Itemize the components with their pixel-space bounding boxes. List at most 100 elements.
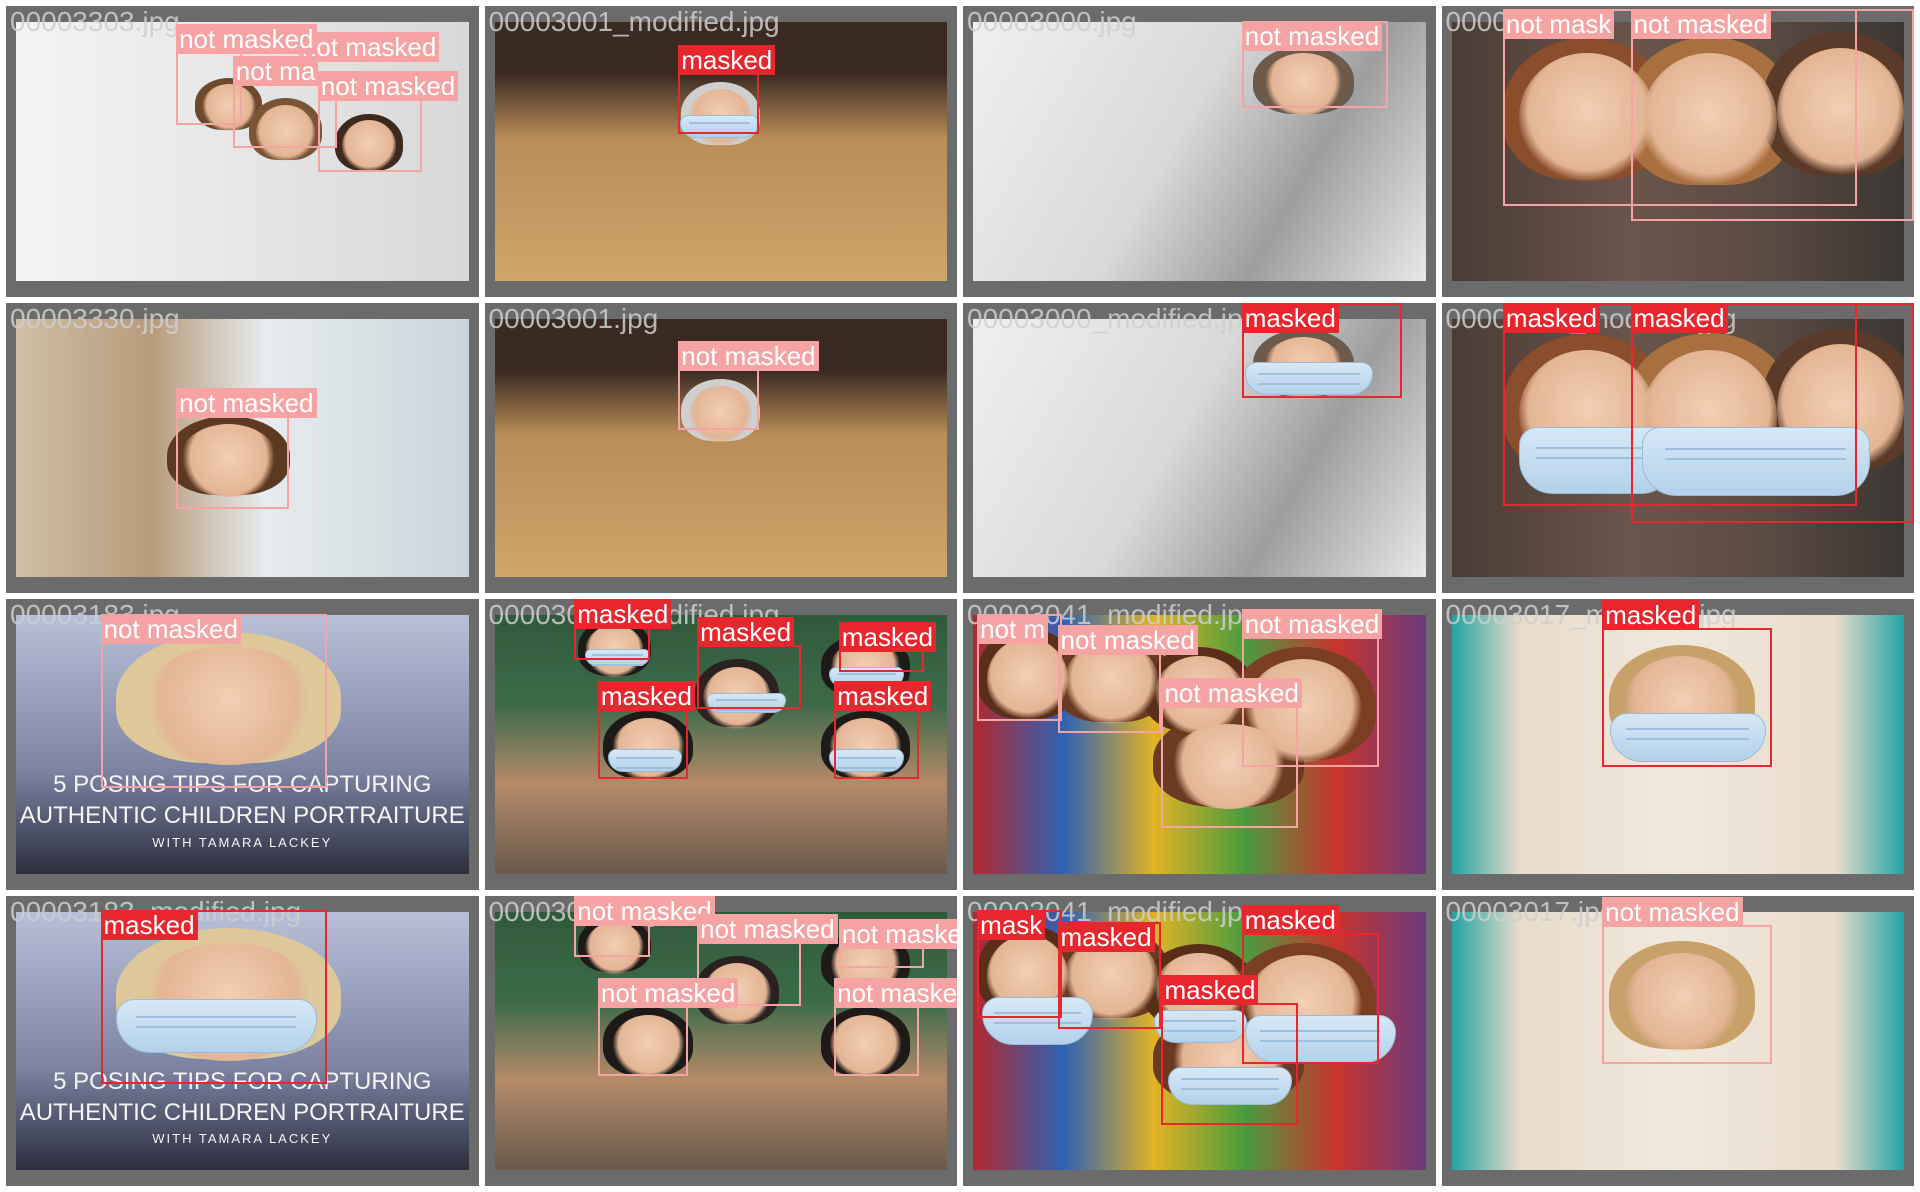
detection-label: masked [1161, 974, 1259, 1005]
subject-face [1623, 952, 1742, 1052]
subject-face [829, 1014, 902, 1077]
detection-box[interactable] [1161, 706, 1299, 829]
prediction-tile[interactable]: 00003041_modified.jpg mask masked masked mas… [963, 895, 1436, 1187]
face-mask [982, 996, 1093, 1046]
detection-box[interactable] [1602, 628, 1773, 768]
detection-box[interactable] [834, 709, 920, 780]
prediction-tile[interactable]: 00003000.jpg not masked [963, 6, 1436, 297]
detection-label: not masked [176, 387, 317, 418]
detections-layer: masked [963, 302, 1436, 594]
detection-label: masked [1630, 302, 1728, 333]
detection-box[interactable] [678, 72, 759, 134]
face-mask [829, 749, 904, 773]
prediction-tile[interactable]: 00003017_modified.jpg masked [1441, 599, 1915, 890]
detection-label: not masked [678, 341, 819, 372]
detection-label: not masked [1602, 896, 1743, 927]
detection-box[interactable] [1630, 8, 1914, 221]
detection-box[interactable] [697, 645, 802, 710]
subject-face [585, 921, 644, 974]
subject-face [612, 1014, 685, 1077]
prediction-tile[interactable]: 00003000_modified.jpg masked [963, 302, 1436, 594]
prediction-tile[interactable]: 00003330.jpg not masked [6, 302, 479, 594]
detection-label: masked [574, 599, 672, 629]
tile-filename: 00003017.jpg [1445, 895, 1616, 927]
detections-layer: not masked [6, 599, 479, 890]
detection-label: not masked [317, 70, 459, 101]
detection-label: not masked [1241, 608, 1383, 639]
tile-photo [1451, 318, 1904, 577]
detection-label: masked [834, 681, 932, 712]
detection-label: not masked [574, 895, 715, 926]
detections-layer: masked masked [1442, 302, 1914, 594]
photo-caption-text: 5 POSING TIPS FOR CAPTURING [53, 771, 432, 799]
subject-face [1262, 53, 1345, 116]
detection-box[interactable] [834, 1005, 920, 1076]
detection-label: not masked [1241, 20, 1383, 51]
detection-label: not ma [232, 56, 319, 87]
detection-label: not masked [1057, 625, 1198, 656]
tile-photo: 5 POSING TIPS FOR CAPTURING AUTHENTIC CHI… [16, 911, 469, 1170]
detection-label: not masked [1630, 8, 1771, 39]
detection-label: mask [977, 910, 1046, 941]
detections-layer: not mask not masked [1442, 6, 1914, 297]
detection-label: not masked [597, 977, 739, 1008]
prediction-tile[interactable]: 00003001.jpg not masked [484, 302, 957, 593]
detections-layer: masked [1442, 599, 1915, 890]
detection-label: not masked [834, 977, 957, 1008]
detection-box[interactable] [597, 1005, 688, 1076]
prediction-tile[interactable]: 00003303.jpg not masked not masked not ma no… [6, 6, 479, 297]
face-mask [1167, 1066, 1292, 1105]
detection-box[interactable] [678, 369, 759, 431]
detection-box[interactable] [100, 910, 328, 1085]
photo-caption-text: AUTHENTIC CHILDREN PORTRAITURE [19, 802, 465, 830]
detections-layer: not masked not masked not ma not masked [6, 6, 479, 297]
face-mask [115, 999, 317, 1054]
detection-box[interactable] [1602, 924, 1773, 1064]
tile-photo [1451, 615, 1904, 874]
tile-filename: 00003303.jpg [10, 6, 180, 37]
tile-photo [494, 911, 947, 1170]
tile-photo [973, 911, 1426, 1170]
detection-label: not masked [298, 32, 440, 63]
prediction-tile[interactable]: 00003028_modified.jpgmaskedmaskedmaskedm… [484, 599, 958, 890]
tile-filename: 00003330.jpg [10, 302, 180, 334]
subject-face [986, 638, 1068, 721]
detection-box[interactable] [1161, 1002, 1299, 1125]
detection-box[interactable] [1630, 302, 1914, 524]
detection-label: masked [838, 622, 936, 653]
detection-box[interactable] [597, 709, 688, 780]
detection-label: masked [1241, 302, 1339, 333]
detections-layer: mask masked masked masked [963, 896, 1436, 1187]
detections-layer: not m not masked not masked not masked [963, 599, 1436, 890]
tile-filename: 00003001.jpg [488, 302, 659, 334]
detection-label: masked [1602, 600, 1700, 631]
detection-box[interactable] [176, 415, 290, 509]
prediction-tile[interactable]: 5 POSING TIPS FOR CAPTURING AUTHENTIC CHI… [6, 895, 479, 1186]
detection-label: not m [977, 613, 1049, 644]
tile-photo [973, 22, 1426, 281]
subject-face [178, 424, 279, 497]
detections-layer: masked masked masked masked masked [485, 599, 958, 890]
detection-box[interactable] [317, 98, 422, 172]
subject-face [1777, 47, 1904, 178]
detection-label: masked [678, 44, 776, 75]
photo-caption-text: WITH TAMARA LACKEY [152, 834, 333, 850]
prediction-tile[interactable]: 5 POSING TIPS FOR CAPTURING AUTHENTIC CHI… [6, 599, 479, 890]
prediction-tile[interactable]: 00003041_modified.jpg not m not masked not … [963, 599, 1436, 890]
tile-filename: 00003000_modified.jpg [967, 302, 1259, 334]
prediction-tile[interactable]: 00003017.jpg not masked [1441, 895, 1914, 1186]
face-mask [1609, 713, 1766, 762]
face-mask [1244, 1014, 1396, 1064]
subject-face [1641, 53, 1778, 188]
subject-face [201, 84, 256, 131]
tile-filename: 00003001_modified.jpg [488, 6, 780, 37]
photo-caption-text: 5 POSING TIPS FOR CAPTURING [53, 1067, 432, 1095]
detections-layer: not masked [6, 303, 479, 594]
detection-label: masked [100, 910, 198, 941]
face-mask [1641, 427, 1870, 497]
